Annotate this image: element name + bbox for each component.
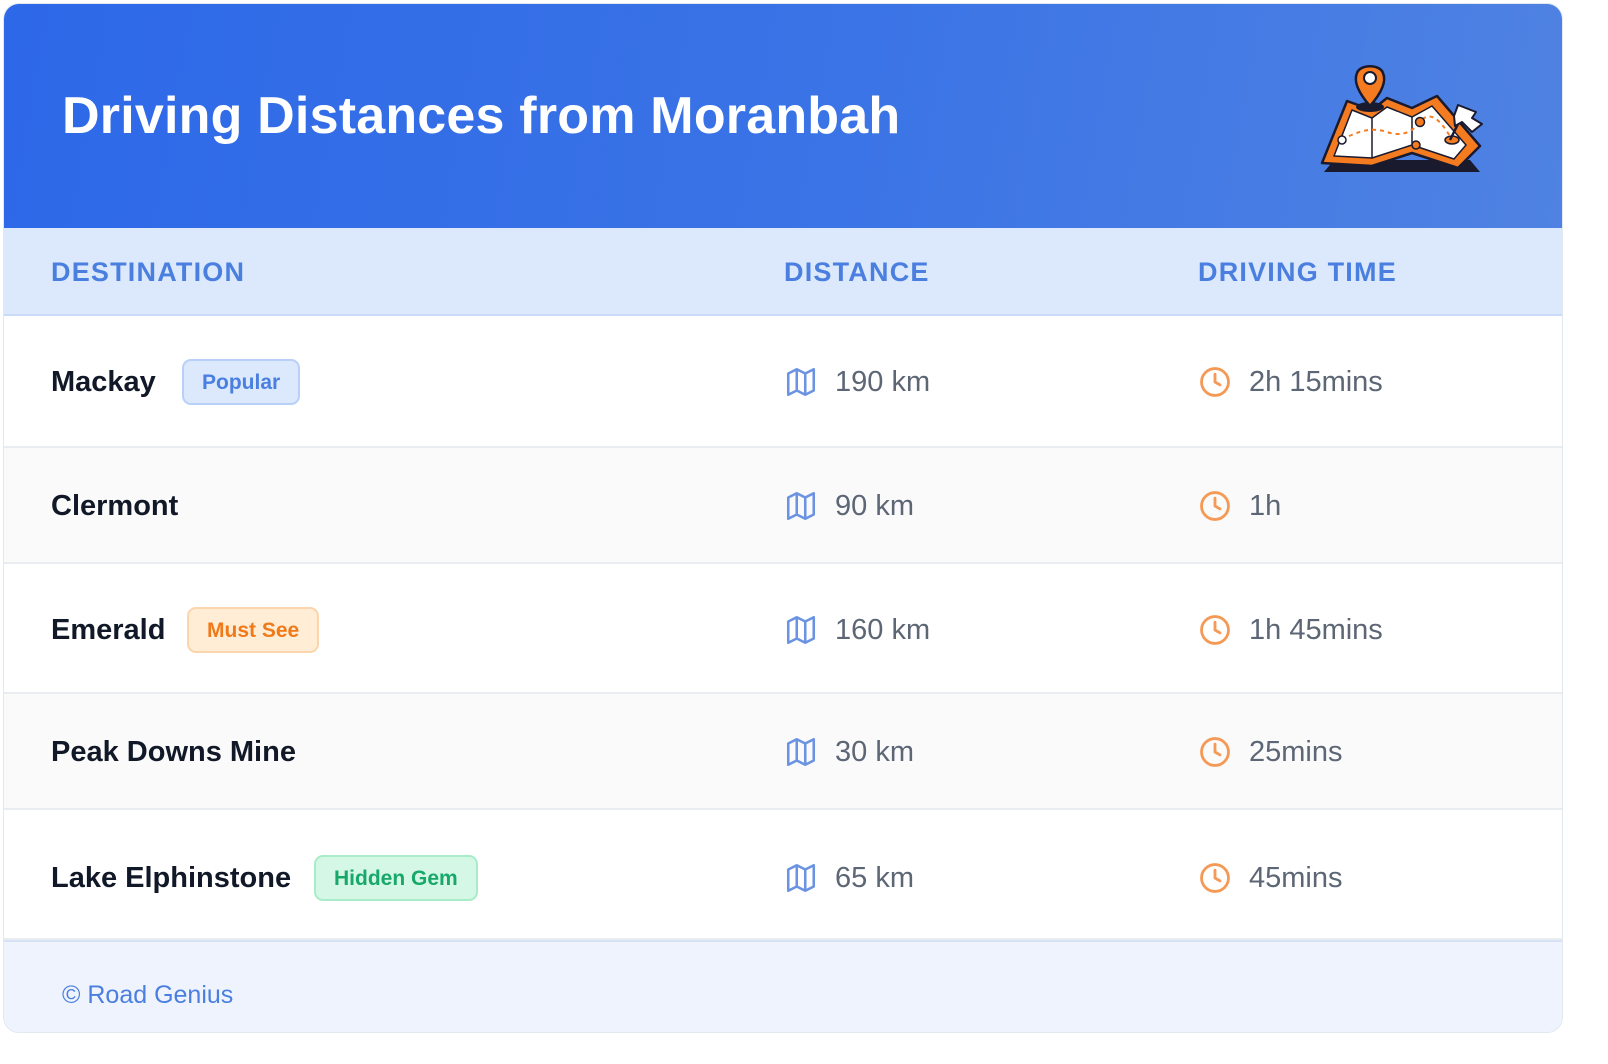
table-row: Mackay Popular 190 km 2h 15mins: [4, 316, 1562, 448]
distances-card: Driving Distances from Moranbah DESTINAT…: [3, 3, 1563, 1033]
clock-icon: [1200, 863, 1230, 893]
distance-value: 65 km: [835, 862, 914, 894]
driving-time-value: 25mins: [1249, 736, 1343, 768]
card-footer: © Road Genius: [4, 940, 1562, 1032]
map-icon: [786, 491, 816, 521]
distance-value: 90 km: [835, 490, 914, 522]
map-icon: [786, 615, 816, 645]
table-header: DESTINATION DISTANCE DRIVING TIME: [4, 228, 1562, 316]
driving-time-value: 2h 15mins: [1249, 366, 1383, 398]
popular-badge: Popular: [182, 359, 301, 405]
copyright-text: © Road Genius: [62, 981, 234, 1009]
distance-value: 30 km: [835, 736, 914, 768]
map-icon: [786, 737, 816, 767]
destination-name: Mackay: [51, 366, 156, 398]
page-title: Driving Distances from Moranbah: [62, 87, 901, 145]
must-see-badge: Must See: [187, 607, 320, 653]
map-icon: [786, 367, 816, 397]
hidden-gem-badge: Hidden Gem: [314, 855, 478, 901]
clock-icon: [1200, 615, 1230, 645]
driving-time-value: 45mins: [1249, 862, 1343, 894]
distance-value: 190 km: [835, 366, 931, 398]
clock-icon: [1200, 737, 1230, 767]
map-icon: [786, 863, 816, 893]
destination-name: Peak Downs Mine: [51, 736, 296, 768]
driving-time-value: 1h: [1249, 490, 1282, 522]
clock-icon: [1200, 367, 1230, 397]
map-pin-illustration-icon: [1320, 65, 1483, 172]
driving-time-value: 1h 45mins: [1249, 614, 1383, 646]
destination-name: Lake Elphinstone: [51, 862, 292, 894]
destination-name: Emerald: [51, 614, 166, 646]
clock-icon: [1200, 491, 1230, 521]
column-header-driving-time: DRIVING TIME: [1198, 257, 1397, 287]
distance-value: 160 km: [835, 614, 931, 646]
column-header-distance: DISTANCE: [784, 257, 930, 287]
table-row: Peak Downs Mine 30 km 25mins: [4, 694, 1562, 810]
destination-name: Clermont: [51, 490, 179, 522]
table-row: Lake Elphinstone Hidden Gem 65 km 45mins: [4, 810, 1562, 940]
table-row: Clermont 90 km 1h: [4, 448, 1562, 564]
table-row: Emerald Must See 160 km 1h 45mins: [4, 564, 1562, 694]
column-header-destination: DESTINATION: [51, 257, 246, 287]
card-header: Driving Distances from Moranbah: [4, 4, 1562, 228]
